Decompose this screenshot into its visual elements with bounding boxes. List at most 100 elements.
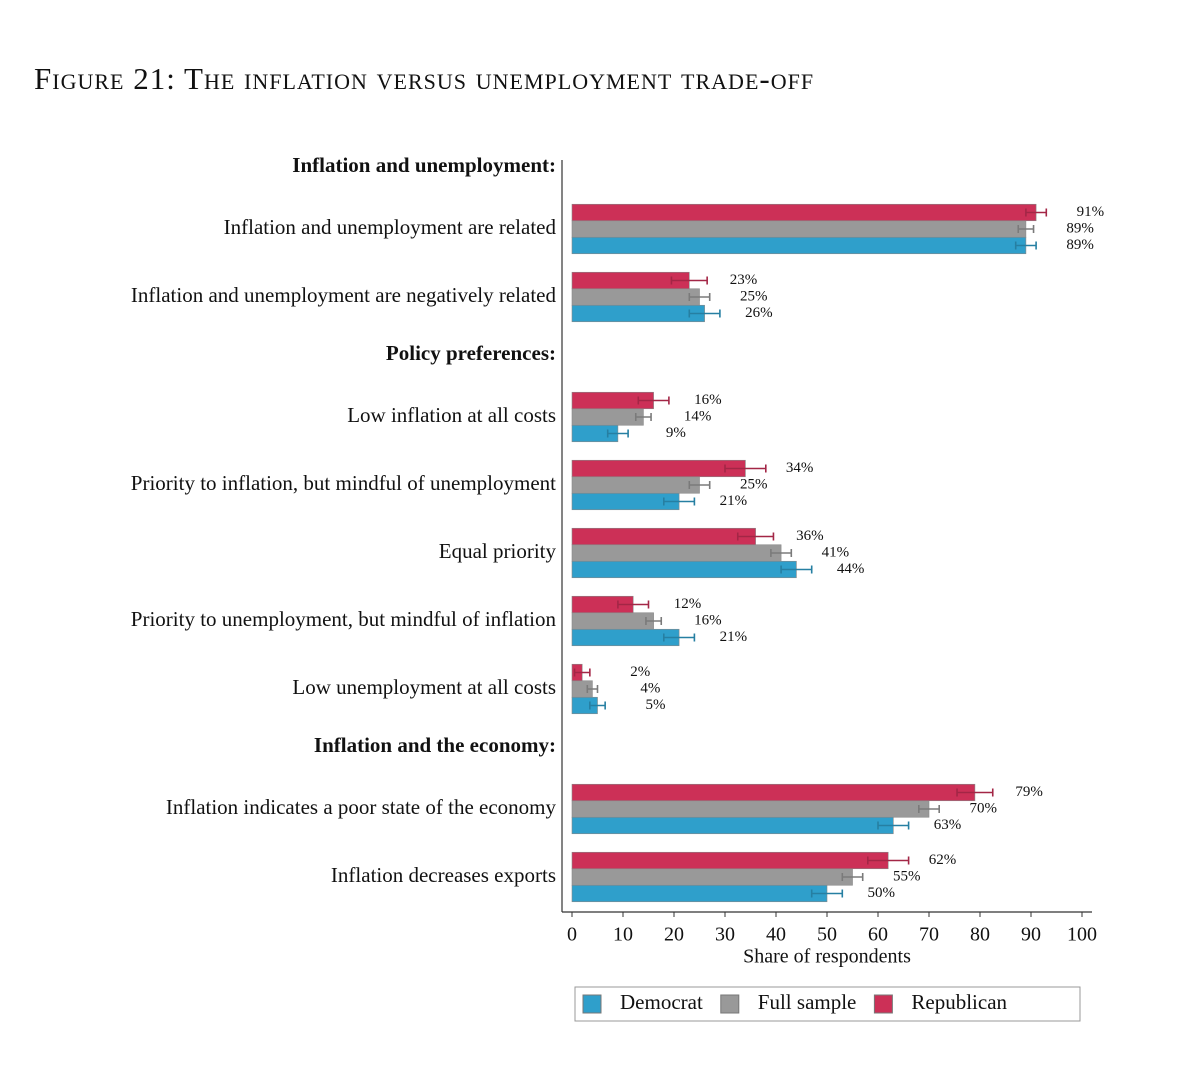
section-header: Inflation and unemployment:: [292, 153, 556, 177]
value-label: 23%: [730, 272, 758, 288]
bar: [571, 527, 756, 546]
bar: [571, 868, 853, 886]
error-bar: [637, 396, 670, 405]
bar: [571, 220, 1027, 238]
section-header: Inflation and the economy:: [314, 733, 556, 757]
error-bar: [688, 309, 721, 318]
bar: [571, 851, 889, 870]
bar: [571, 288, 700, 306]
y-tick-label: Inflation and unemployment are negativel…: [131, 283, 557, 307]
error-bar: [663, 633, 696, 642]
error-bar: [617, 600, 650, 609]
x-tick-label: 60: [868, 924, 888, 946]
error-bar: [688, 481, 711, 489]
bar: [571, 236, 1027, 255]
bar: [571, 544, 782, 562]
value-label: 44%: [837, 561, 865, 577]
legend-box: [574, 986, 1081, 1022]
bar: [571, 612, 654, 630]
error-bar: [606, 429, 629, 438]
value-label: 4%: [640, 680, 660, 696]
error-bar: [918, 805, 940, 813]
value-label: 25%: [740, 476, 768, 492]
value-label: 55%: [893, 868, 921, 884]
value-label: 5%: [646, 697, 666, 713]
error-bar: [724, 464, 767, 473]
x-tick-label: 20: [664, 924, 684, 946]
legend-label: Republican: [911, 990, 1007, 1014]
value-label: 89%: [1066, 237, 1094, 253]
error-bar: [877, 821, 910, 830]
error-bar: [1014, 241, 1037, 250]
x-tick-label: 50: [817, 924, 837, 946]
legend-swatch: [582, 994, 602, 1014]
x-tick-label: 80: [970, 924, 990, 946]
value-label: 2%: [630, 664, 650, 680]
legend-swatch: [720, 994, 740, 1014]
legend-label: Full sample: [758, 990, 857, 1014]
x-axis-label: Share of respondents: [743, 946, 911, 968]
value-label: 36%: [796, 528, 824, 544]
bar: [571, 816, 894, 835]
value-label: 25%: [740, 288, 768, 304]
value-label: 9%: [666, 425, 686, 441]
x-tick-label: 40: [766, 924, 786, 946]
x-tick-label: 70: [919, 924, 939, 946]
value-label: 12%: [674, 596, 702, 612]
value-label: 50%: [868, 885, 896, 901]
error-bar: [956, 788, 994, 797]
error-bar: [663, 497, 696, 506]
error-bar: [670, 276, 708, 285]
y-tick-label: Equal priority: [439, 539, 557, 563]
error-bar: [645, 617, 663, 625]
legend-label: Democrat: [620, 990, 703, 1014]
bar: [571, 476, 700, 494]
bar: [571, 304, 705, 323]
y-tick-label: Priority to unemployment, but mindful of…: [131, 607, 557, 631]
section-header: Policy preferences:: [386, 341, 556, 365]
y-tick-label: Low unemployment at all costs: [292, 675, 556, 699]
bar: [571, 783, 976, 802]
y-tick-label: Inflation and unemployment are related: [224, 215, 557, 239]
x-tick-label: 10: [613, 924, 633, 946]
value-label: 14%: [684, 408, 712, 424]
value-label: 91%: [1077, 204, 1105, 220]
bar: [571, 408, 644, 426]
value-label: 21%: [720, 629, 748, 645]
y-tick-label: Inflation decreases exports: [331, 863, 556, 887]
chart-title: Figure 21: The inflation versus unemploy…: [34, 61, 814, 96]
error-bar: [573, 668, 591, 677]
bar: [571, 459, 746, 478]
value-label: 16%: [694, 612, 722, 628]
legend-swatch: [873, 994, 893, 1014]
y-tick-label: Inflation indicates a poor state of the …: [166, 795, 557, 819]
x-tick-label: 0: [567, 924, 577, 946]
x-tick-label: 100: [1067, 924, 1097, 946]
error-bar: [1025, 208, 1048, 217]
error-bar: [770, 549, 793, 557]
value-label: 41%: [822, 544, 850, 560]
value-label: 21%: [720, 493, 748, 509]
value-label: 34%: [786, 460, 814, 476]
value-label: 70%: [970, 800, 998, 816]
error-bar: [867, 856, 910, 865]
error-bar: [736, 532, 775, 541]
bar: [571, 560, 797, 579]
error-bar: [780, 565, 813, 574]
bar: [571, 884, 828, 903]
error-bar: [586, 685, 599, 693]
value-label: 26%: [745, 305, 773, 321]
error-bar: [634, 413, 652, 421]
error-bar: [688, 293, 711, 301]
error-bar: [841, 873, 864, 881]
value-label: 16%: [694, 392, 722, 408]
error-bar: [810, 889, 844, 898]
value-label: 89%: [1066, 220, 1094, 236]
error-bar: [1017, 225, 1035, 233]
y-tick-label: Priority to inflation, but mindful of un…: [131, 471, 556, 495]
bar: [571, 203, 1037, 222]
x-tick-label: 30: [715, 924, 735, 946]
bar: [571, 800, 930, 818]
